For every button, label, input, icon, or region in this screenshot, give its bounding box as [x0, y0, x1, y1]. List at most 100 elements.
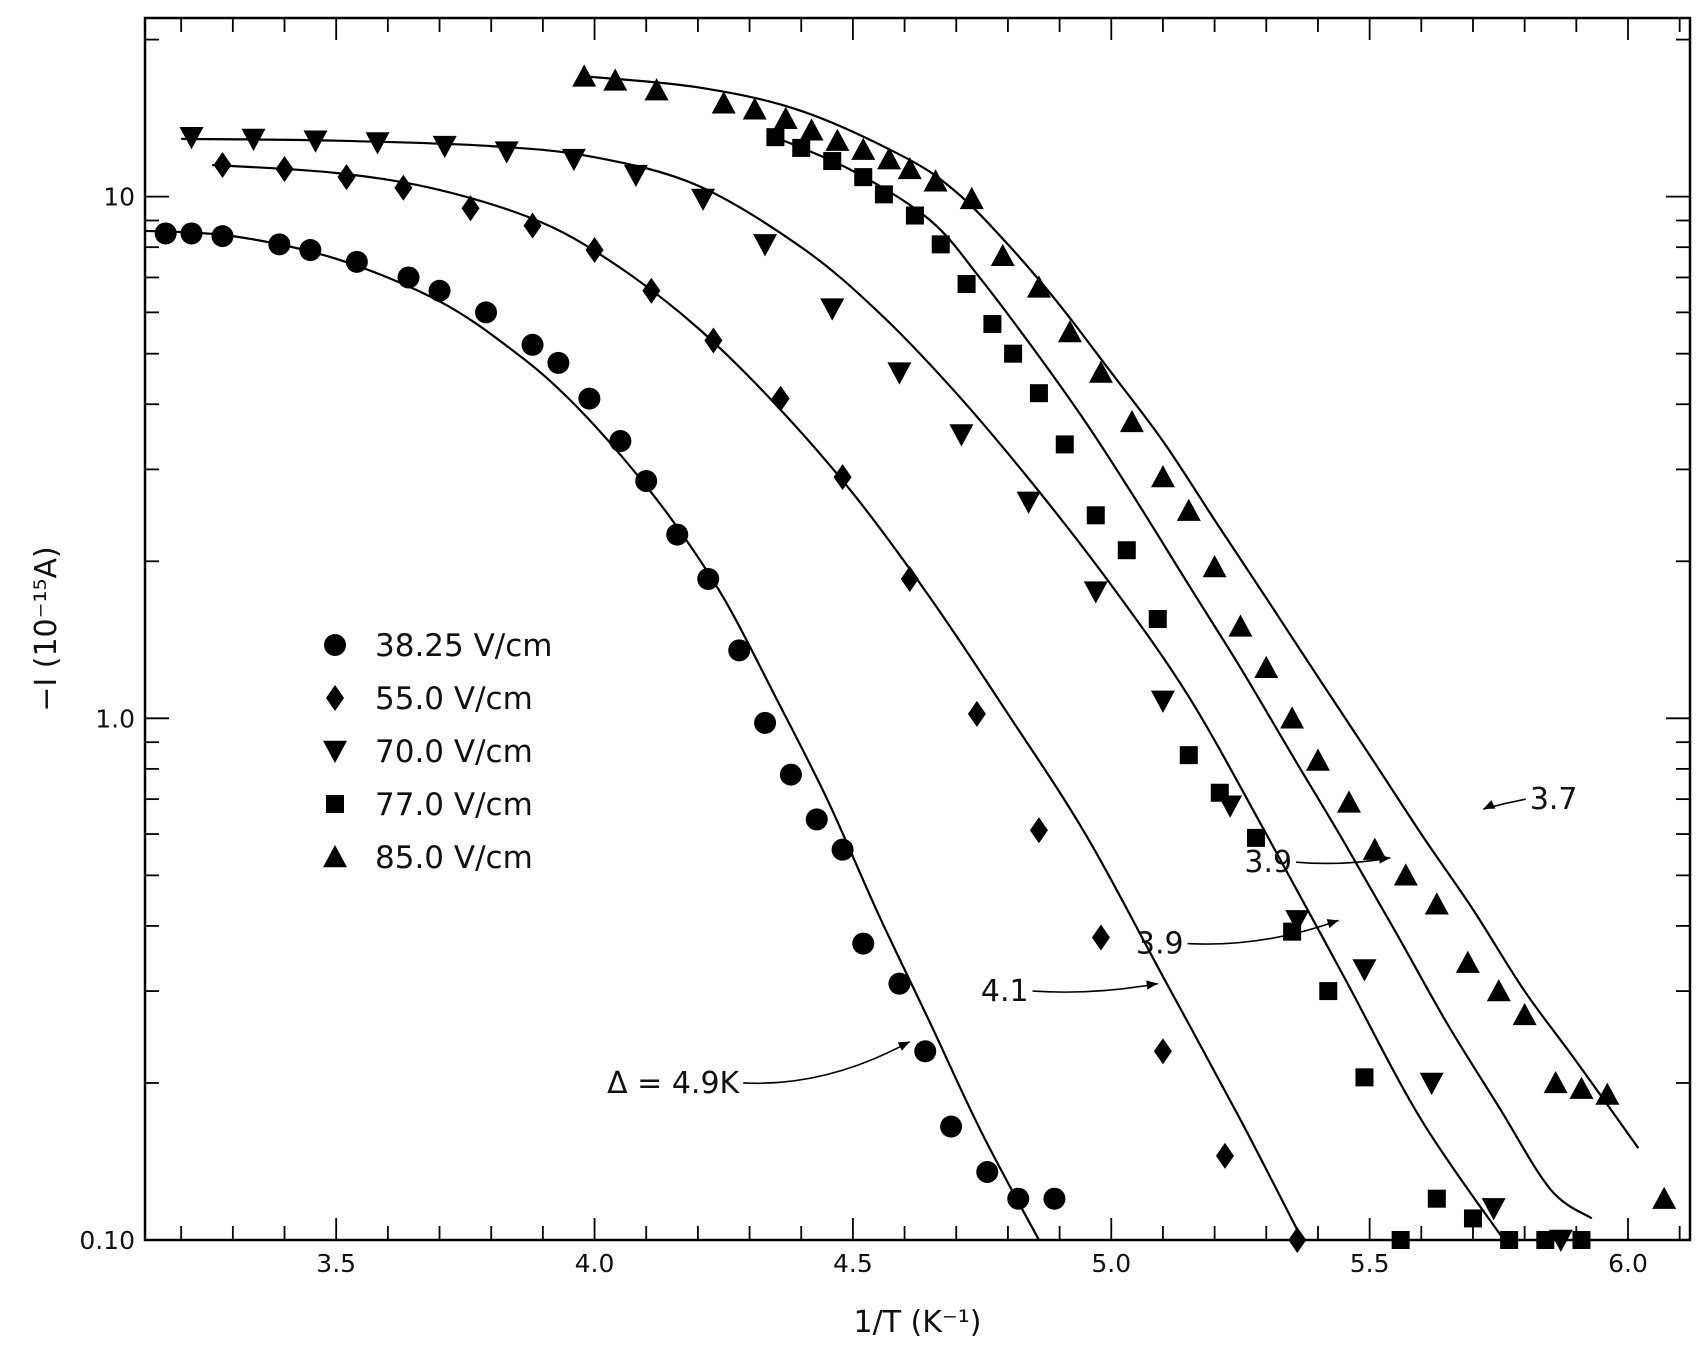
data-point — [154, 222, 177, 245]
data-point — [1305, 748, 1330, 771]
data-point — [572, 64, 597, 87]
legend-marker — [323, 740, 347, 763]
data-point — [990, 243, 1015, 267]
data-point — [1355, 1068, 1374, 1087]
data-point — [1148, 610, 1167, 629]
series-77-0-v-cm — [766, 128, 1591, 1249]
legend-marker — [326, 685, 344, 711]
x-axis: 3.5 4.0 4.5 5.0 5.5 6.0 — [180, 18, 1681, 1278]
data-point — [521, 333, 544, 356]
y-tick-label: 1.0 — [95, 704, 135, 733]
data-point — [1153, 1038, 1172, 1065]
fit-annotation-label: 3.7 — [1530, 782, 1578, 817]
data-point — [211, 225, 234, 248]
data-point — [268, 233, 291, 256]
x-tick-label: 4.0 — [575, 1249, 615, 1278]
data-point — [1391, 1231, 1410, 1249]
data-point — [1202, 555, 1227, 578]
legend-item: 55.0 V/cm — [326, 681, 533, 717]
legend-label: 85.0 V/cm — [375, 840, 533, 876]
legend-label: 38.25 V/cm — [375, 628, 553, 664]
data-point — [820, 298, 845, 321]
data-point — [644, 78, 669, 101]
data-point — [773, 106, 798, 129]
arrow-head — [897, 1041, 910, 1051]
data-point — [432, 135, 457, 159]
y-tick-label: 10 — [103, 183, 135, 212]
data-point — [585, 237, 604, 264]
annotation-arrow — [743, 1040, 911, 1085]
annotation-arrow — [1032, 982, 1158, 993]
data-point — [771, 385, 790, 412]
data-point — [603, 68, 628, 91]
data-point — [754, 711, 777, 734]
data-point — [578, 387, 601, 410]
data-point — [394, 174, 413, 201]
legend-item: 85.0 V/cm — [323, 840, 533, 876]
data-point — [957, 275, 976, 294]
data-point — [905, 206, 924, 225]
data-point — [1091, 924, 1110, 951]
arrow-head — [1378, 854, 1391, 864]
data-point — [940, 1115, 963, 1138]
fit-line-77-0-v-cm — [774, 136, 1593, 1220]
plot-frame — [143, 16, 1692, 1242]
x-tick-label: 6.0 — [1608, 1249, 1648, 1278]
data-point — [1283, 922, 1302, 941]
data-point — [728, 639, 751, 662]
data-point — [1254, 655, 1279, 678]
legend-marker — [324, 634, 346, 656]
data-point — [711, 91, 736, 114]
data-point — [888, 972, 911, 995]
data-point — [959, 186, 984, 210]
data-point — [823, 152, 842, 171]
data-point — [609, 430, 632, 453]
data-point — [753, 234, 778, 257]
fit-line-38-25-v-cm — [144, 229, 1040, 1241]
annotations: Δ = 4.9K 4.1 3.9 3.9 3.7 — [607, 782, 1577, 1101]
data-point — [1228, 614, 1253, 637]
data-point — [1569, 1076, 1594, 1099]
data-point — [874, 185, 893, 204]
arrow-head — [1326, 919, 1339, 929]
series-70-0-v-cm — [179, 126, 1573, 1252]
data-point — [923, 169, 948, 192]
data-point — [1362, 837, 1387, 860]
data-point — [241, 128, 266, 151]
data-point — [1427, 1189, 1446, 1208]
data-point — [461, 195, 480, 222]
data-point — [1280, 706, 1305, 729]
legend-marker — [326, 795, 344, 813]
data-point — [1215, 1142, 1234, 1169]
data-point — [691, 188, 716, 211]
data-point — [1419, 1072, 1444, 1095]
data-point — [697, 567, 720, 590]
data-point — [831, 838, 854, 861]
data-point — [303, 130, 328, 153]
data-point — [1652, 1186, 1677, 1209]
fit-line-85-0-v-cm — [584, 75, 1640, 1149]
legend: 38.25 V/cm 55.0 V/cm 70.0 V/cm 77.0 V/cm 85.… — [323, 628, 553, 876]
annotation-arrow — [1187, 919, 1339, 945]
data-point — [623, 164, 648, 188]
data-point — [1393, 863, 1418, 886]
data-point — [833, 464, 852, 491]
data-point — [1083, 581, 1108, 604]
data-point — [949, 424, 974, 447]
data-point — [1481, 1198, 1506, 1221]
data-point — [1086, 506, 1105, 525]
data-point — [345, 250, 368, 273]
data-point — [365, 132, 390, 155]
data-point — [1536, 1231, 1555, 1249]
data-point — [1572, 1231, 1591, 1249]
data-point — [1176, 498, 1201, 521]
data-point — [1512, 1002, 1537, 1026]
data-point — [766, 128, 785, 147]
x-tick-label: 5.5 — [1350, 1249, 1390, 1278]
data-point — [179, 126, 204, 150]
data-point — [523, 212, 542, 239]
arrow-head — [1483, 800, 1496, 810]
arrow-head — [1146, 980, 1158, 990]
legend-label: 70.0 V/cm — [375, 734, 533, 770]
